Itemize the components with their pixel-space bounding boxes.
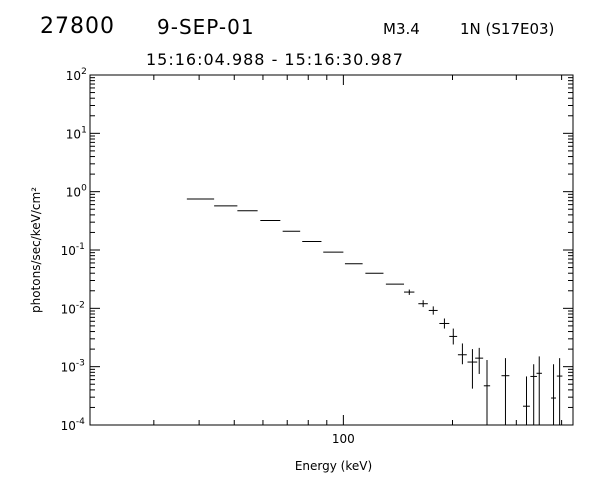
y-tick-label: 102: [66, 67, 87, 83]
x-tick-label: 100: [332, 432, 355, 446]
goes-class: M3.4: [383, 20, 420, 38]
flare-id: 27800: [40, 14, 115, 39]
y-tick-label: 10-1: [61, 242, 85, 258]
x-axis-label: Energy (keV): [295, 459, 372, 473]
y-tick-label: 10-4: [61, 417, 86, 433]
flare-location: 1N (S17E03): [460, 20, 555, 38]
y-tick-label: 101: [66, 125, 87, 141]
y-axis-label: photons/sec/keV/cm²: [29, 187, 43, 313]
y-tick-label: 10-3: [61, 359, 85, 375]
plot-frame: [89, 74, 574, 426]
y-tick-label: 100: [66, 184, 87, 200]
flare-date: 9-SEP-01: [157, 15, 255, 39]
y-tick-label: 10-2: [61, 300, 85, 316]
time-range: 15:16:04.988 - 15:16:30.987: [146, 50, 404, 69]
